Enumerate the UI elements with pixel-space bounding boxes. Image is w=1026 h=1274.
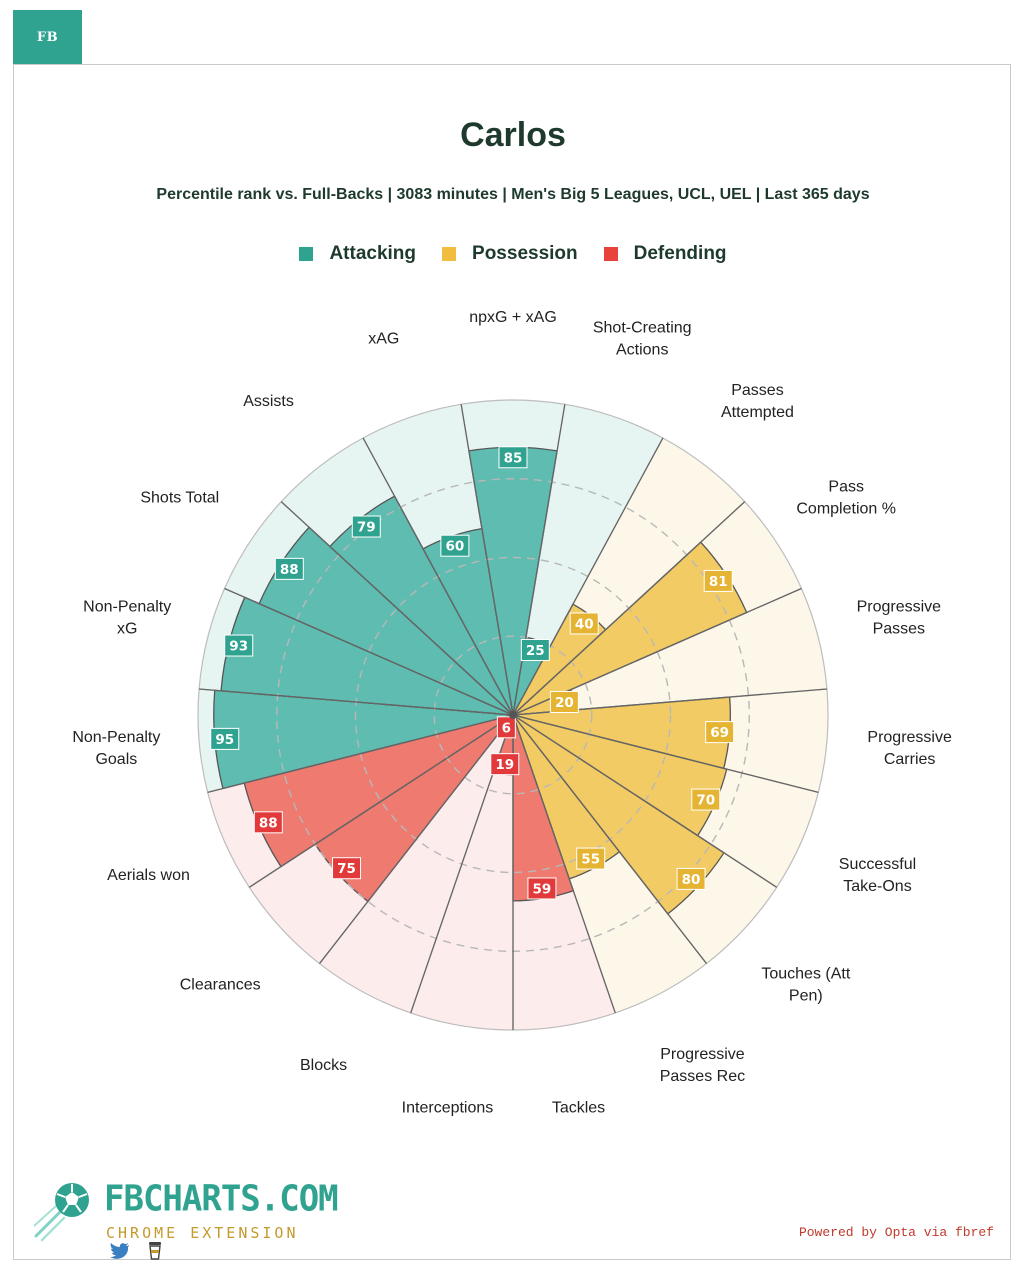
- spoke-7: [512, 714, 778, 888]
- value-box-18: [440, 534, 470, 557]
- category-label-13: Aerials won: [107, 867, 190, 884]
- value-box-8: [576, 847, 606, 870]
- category-label-0: npxG + xAG: [469, 309, 557, 326]
- spoke-0: [460, 404, 514, 716]
- spoke-2: [512, 437, 664, 716]
- legend-item-defending: Defending: [603, 243, 727, 265]
- category-label-17: Assists: [243, 393, 294, 410]
- fbcharts-brand: FBCHARTS.COM CHROME EXTENSION: [34, 1172, 339, 1260]
- category-label-16: Shots Total: [140, 489, 219, 506]
- value-label-14: 95: [215, 732, 234, 748]
- value-box-0: [498, 446, 528, 469]
- legend-label-attacking: Attacking: [329, 243, 417, 264]
- value-label-12: 75: [337, 861, 356, 877]
- legend-item-possession: Possession: [442, 243, 578, 265]
- value-box-1: [520, 638, 550, 661]
- value-label-2: 40: [575, 616, 594, 632]
- value-label-0: 85: [504, 450, 523, 466]
- value-label-17: 79: [357, 520, 376, 536]
- brand-subtitle: CHROME EXTENSION: [106, 1224, 334, 1261]
- position-tab[interactable]: FB: [13, 10, 82, 64]
- category-label-14: Non-Penalty Goals: [72, 729, 160, 768]
- value-box-11: [496, 716, 516, 739]
- value-label-13: 88: [259, 815, 278, 831]
- category-label-11: Blocks: [300, 1057, 347, 1074]
- value-box-7: [676, 867, 706, 890]
- twitter-icon[interactable]: [110, 1243, 130, 1259]
- value-label-9: 59: [533, 881, 552, 897]
- grid-ring-0: [433, 635, 593, 795]
- value-label-10: 19: [495, 757, 514, 773]
- value-box-6: [691, 788, 721, 811]
- center-dot: [509, 711, 517, 719]
- category-label-18: xAG: [368, 331, 399, 348]
- spoke-14: [207, 714, 514, 793]
- legend-swatch-defending: [603, 247, 618, 261]
- spoke-13: [248, 714, 514, 888]
- value-label-8: 55: [581, 852, 600, 868]
- spoke-17: [280, 501, 514, 716]
- value-label-4: 20: [555, 695, 574, 711]
- coffee-cup-icon[interactable]: [148, 1242, 162, 1260]
- value-label-15: 93: [229, 639, 248, 655]
- spoke-12: [319, 714, 514, 964]
- brand-name: FBCHARTS.COM: [104, 1178, 339, 1220]
- category-label-9: Tackles: [552, 1100, 605, 1117]
- powered-by-credit: Powered by Opta via fbref: [798, 1225, 994, 1240]
- legend-label-possession: Possession: [472, 243, 578, 264]
- value-box-5: [705, 721, 735, 744]
- legend-swatch-attacking: [299, 247, 314, 261]
- category-label-3: Pass Completion %: [796, 478, 896, 517]
- category-label-1: Shot-Creating Actions: [593, 320, 692, 359]
- value-box-9: [527, 877, 557, 900]
- value-box-4: [549, 690, 579, 713]
- value-box-3: [703, 569, 733, 592]
- category-label-7: Touches (Att Pen): [761, 966, 850, 1005]
- spoke-15: [199, 688, 514, 716]
- value-box-17: [351, 515, 381, 538]
- category-label-12: Clearances: [180, 977, 261, 994]
- category-label-10: Interceptions: [402, 1100, 494, 1117]
- chart-subtitle: Percentile rank vs. Full-Backs | 3083 mi…: [156, 186, 870, 203]
- spoke-9: [512, 714, 616, 1014]
- value-box-16: [274, 557, 304, 580]
- value-box-2: [569, 612, 599, 635]
- value-label-18: 60: [445, 539, 464, 555]
- position-tab-label: FB: [36, 29, 59, 45]
- value-box-15: [224, 634, 254, 657]
- value-label-11: 6: [502, 720, 511, 736]
- category-label-8: Progressive Passes Rec: [660, 1046, 745, 1085]
- spoke-3: [512, 501, 746, 716]
- grid-ring-1: [354, 556, 672, 874]
- value-box-10: [490, 753, 520, 776]
- legend: Attacking Possession Defending: [0, 243, 1026, 265]
- value-label-16: 88: [280, 562, 299, 578]
- value-label-6: 70: [696, 793, 715, 809]
- category-label-2: Passes Attempted: [721, 382, 794, 421]
- chart-title: Carlos: [460, 116, 566, 154]
- value-label-7: 80: [682, 872, 701, 888]
- spoke-6: [512, 714, 819, 793]
- spoke-1: [512, 404, 566, 716]
- value-box-14: [210, 727, 240, 750]
- value-box-13: [253, 811, 283, 834]
- category-label-4: Progressive Passes: [857, 598, 942, 637]
- category-label-5: Progressive Carries: [867, 729, 952, 768]
- value-label-3: 81: [709, 574, 728, 590]
- value-label-5: 69: [710, 725, 729, 741]
- legend-swatch-possession: [442, 247, 457, 261]
- category-label-6: Successful Take-Ons: [839, 856, 916, 895]
- spoke-8: [512, 714, 707, 964]
- spoke-18: [362, 437, 514, 716]
- category-label-15: Non-Penalty xG: [83, 598, 171, 637]
- legend-item-attacking: Attacking: [299, 243, 416, 265]
- brand-subtitle-text: CHROME EXTENSION: [106, 1224, 299, 1242]
- soccer-ball-icon: [34, 1183, 89, 1242]
- value-box-12: [332, 857, 362, 880]
- value-label-1: 25: [526, 643, 545, 659]
- spoke-16: [224, 587, 514, 716]
- legend-label-defending: Defending: [633, 243, 727, 264]
